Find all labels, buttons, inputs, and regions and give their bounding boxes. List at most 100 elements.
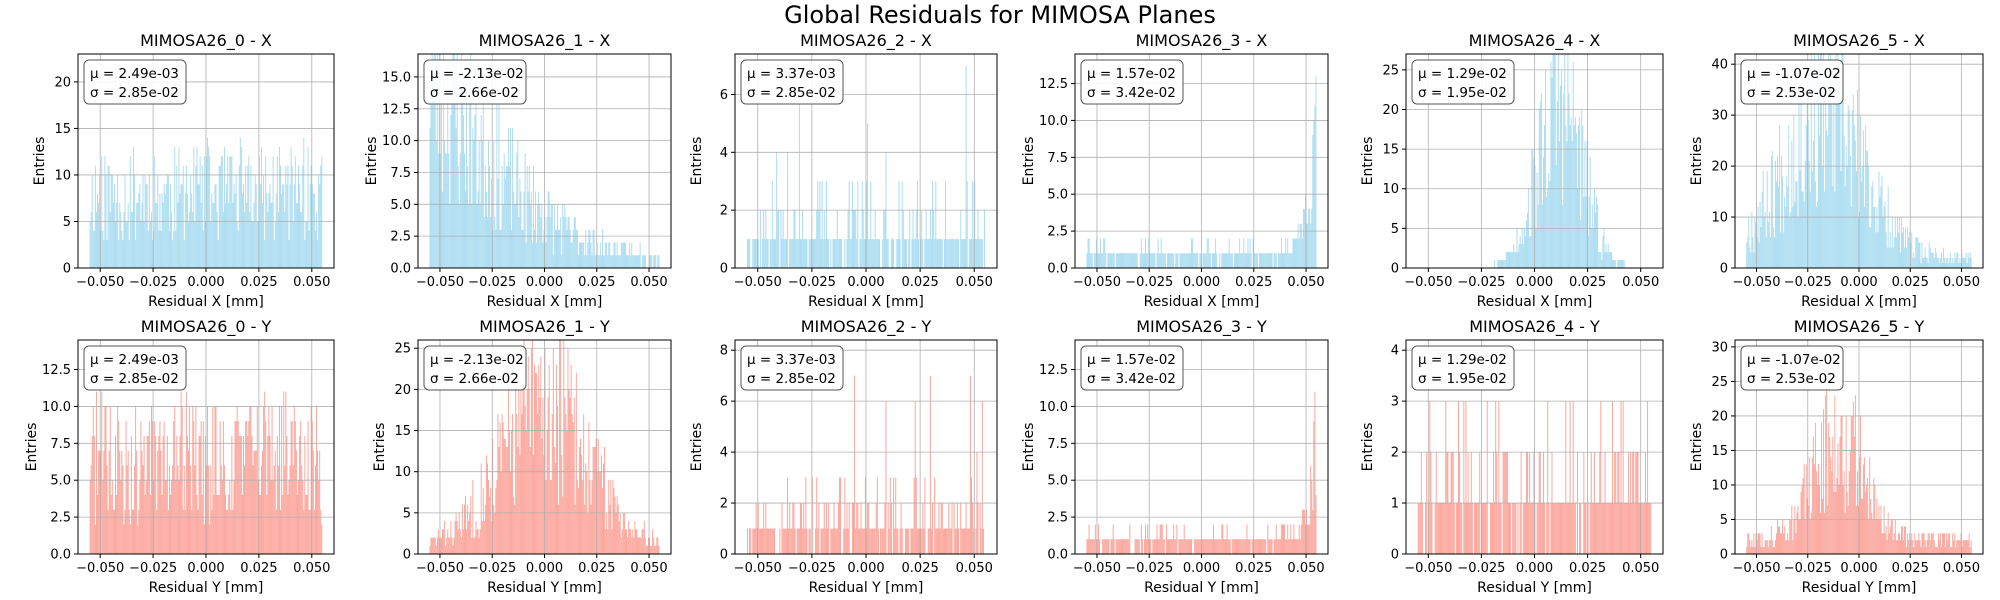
histogram-bar [1146,539,1148,554]
histogram-bar [869,528,871,554]
histogram-bar [1800,491,1802,554]
subplot-2: −0.050 −0.025 0.000 0.025 0.0500.02.55.07.51… [364,31,672,310]
histogram-bar [218,494,220,554]
x-axis-label: Residual Y [mm] [1802,580,1917,596]
histogram-bar [575,229,577,268]
histogram-bar [561,255,563,268]
histogram-bar [1483,503,1485,554]
histogram-bar [280,509,282,554]
histogram-bar [770,528,772,554]
histogram-bar [789,503,791,554]
histogram-bar [958,528,960,554]
histogram-bar [1758,533,1760,554]
histogram-bar [1558,141,1560,268]
histogram-bar [828,239,830,268]
histogram-bar [477,529,479,554]
histogram-bar [1532,149,1534,268]
x-tick-label: −0.025 [468,561,516,576]
histogram-bar [1157,238,1159,268]
histogram-bar [642,529,644,554]
histogram-bar [1634,503,1636,554]
histogram-bar [837,503,839,554]
histogram-bar [213,202,215,268]
histogram-bar [1510,252,1512,268]
histogram-bar [1099,253,1101,268]
histogram-bar [614,242,616,268]
histogram-bar [1161,253,1163,268]
histogram-bar [822,528,824,554]
histogram-bar [1229,539,1231,554]
histogram-bar [634,521,636,554]
histogram-bar [437,529,439,554]
histogram-bar [1570,503,1572,554]
histogram-bar [1098,524,1099,554]
histogram-bar [92,230,94,268]
histogram-bar [471,537,473,554]
histogram-bar [433,537,435,554]
histogram-bar [505,166,507,268]
x-tick-label: −0.050 [76,561,124,576]
histogram-bar [461,102,463,269]
histogram-bar [1140,524,1142,554]
histogram-bar [1821,422,1823,554]
histogram-bar [631,242,633,268]
histogram-bar [1267,253,1269,268]
histogram-bar [1253,539,1255,554]
histogram-bar [851,503,853,554]
histogram-bar [544,217,546,268]
histogram-bar [98,450,100,554]
histogram-bar [305,494,307,554]
histogram-bar [1881,176,1883,268]
histogram-bar [277,212,279,268]
histogram-bar [1295,238,1297,268]
histogram-bar [273,240,275,268]
histogram-bar [533,166,534,268]
histogram-bar [1575,133,1577,268]
histogram-bar [769,528,771,554]
histogram-bar [103,450,105,554]
histogram-bar [1847,104,1849,268]
histogram-bar [1290,524,1292,554]
y-axis-label: Entries [32,137,48,186]
histogram-bar [199,156,201,268]
histogram-bar [1181,253,1183,268]
y-tick-label: 12.5 [1039,77,1068,92]
histogram-bar [462,529,464,554]
histogram-bar [531,242,533,268]
histogram-bar [1844,512,1846,554]
y-tick-label: 10.0 [42,400,71,415]
stats-box [740,59,844,105]
histogram-bar [441,537,442,554]
histogram-bar [1927,262,1929,268]
histogram-bar [1863,464,1865,554]
histogram-bar [830,528,832,554]
histogram-bar [309,509,311,554]
histogram-bar [858,528,860,554]
histogram-bar [319,184,321,268]
histogram-bar [1192,238,1194,268]
histogram-bar [828,503,830,554]
histogram-bar [911,528,913,554]
y-tick-label: 7.5 [50,437,71,452]
histogram-bar [253,202,255,268]
histogram-bar [1813,54,1815,268]
histogram-bar [1572,61,1574,269]
histogram-bar [870,528,872,554]
histogram-bar [1797,217,1799,268]
stats-mean: μ = -1.07e-02 [1747,352,1841,368]
y-tick-label: 0 [720,548,728,563]
stats-box [1740,345,1844,391]
histogram-bar [1207,238,1209,268]
y-tick-label: 6 [720,88,728,103]
histogram-bar [1238,253,1240,268]
histogram-bar [217,494,219,554]
histogram-bar [781,503,783,554]
histogram-bar [107,509,109,554]
histogram-bar [823,210,825,268]
histogram-bar [1836,478,1838,554]
histogram-bar [1573,125,1575,268]
x-tick-label: 0.025 [578,275,615,290]
histogram-bar [1111,253,1113,268]
histogram-bar [159,421,161,554]
histogram-bar [1942,533,1943,554]
